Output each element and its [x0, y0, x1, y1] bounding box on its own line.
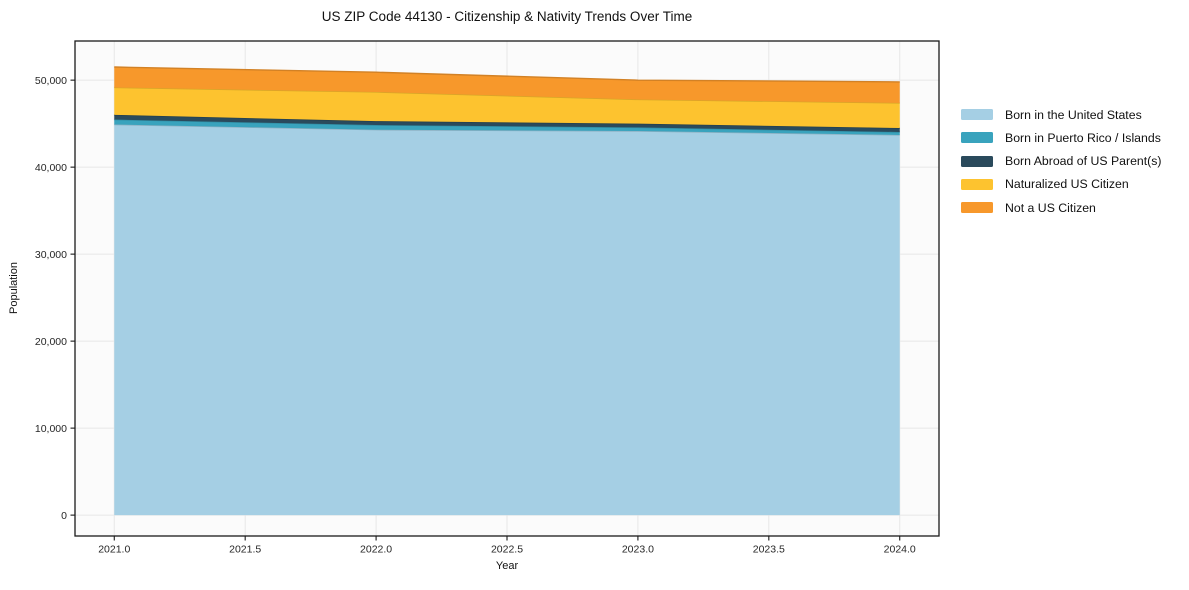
legend-item-5: Not a US Citizen — [961, 196, 1162, 219]
legend-swatch-icon — [961, 178, 993, 190]
y-tick-label: 30,000 — [35, 249, 67, 261]
legend-label: Not a US Citizen — [1005, 200, 1096, 215]
legend-swatch-icon — [961, 202, 993, 214]
x-tick-label: 2023.5 — [753, 544, 785, 556]
x-tick-label: 2021.0 — [98, 544, 130, 556]
y-tick-label: 20,000 — [35, 336, 67, 348]
y-tick-label: 40,000 — [35, 162, 67, 174]
legend-item-2: Born in Puerto Rico / Islands — [961, 126, 1162, 149]
y-tick-label: 0 — [61, 510, 67, 522]
legend-item-4: Naturalized US Citizen — [961, 173, 1162, 196]
area-band-1 — [114, 124, 900, 516]
y-tick-label: 50,000 — [35, 75, 67, 87]
legend-swatch-icon — [961, 155, 993, 167]
legend-label: Born Abroad of US Parent(s) — [1005, 154, 1162, 169]
legend: Born in the United States Born in Puerto … — [961, 103, 1162, 219]
legend-label: Naturalized US Citizen — [1005, 177, 1129, 192]
area-band-4 — [114, 87, 900, 128]
x-tick-label: 2022.5 — [491, 544, 523, 556]
chart-title: US ZIP Code 44130 - Citizenship & Nativi… — [321, 9, 693, 24]
area-band-2 — [114, 119, 900, 135]
legend-swatch-icon — [961, 109, 993, 121]
area-band-edge-5 — [114, 66, 900, 83]
x-tick-label: 2021.5 — [229, 544, 261, 556]
legend-label: Born in Puerto Rico / Islands — [1005, 130, 1161, 145]
x-axis-label: Year — [495, 560, 519, 572]
area-band-5 — [114, 67, 900, 103]
x-tick-label: 2024.0 — [884, 544, 916, 556]
legend-item-1: Born in the United States — [961, 103, 1162, 126]
legend-swatch-icon — [961, 132, 993, 144]
legend-label: Born in the United States — [1005, 107, 1142, 122]
x-tick-label: 2023.0 — [622, 544, 654, 556]
x-tick-label: 2022.0 — [360, 544, 392, 556]
y-axis-label: Population — [8, 262, 20, 314]
area-band-3 — [114, 114, 900, 132]
legend-item-3: Born Abroad of US Parent(s) — [961, 150, 1162, 173]
y-tick-label: 10,000 — [35, 423, 67, 435]
